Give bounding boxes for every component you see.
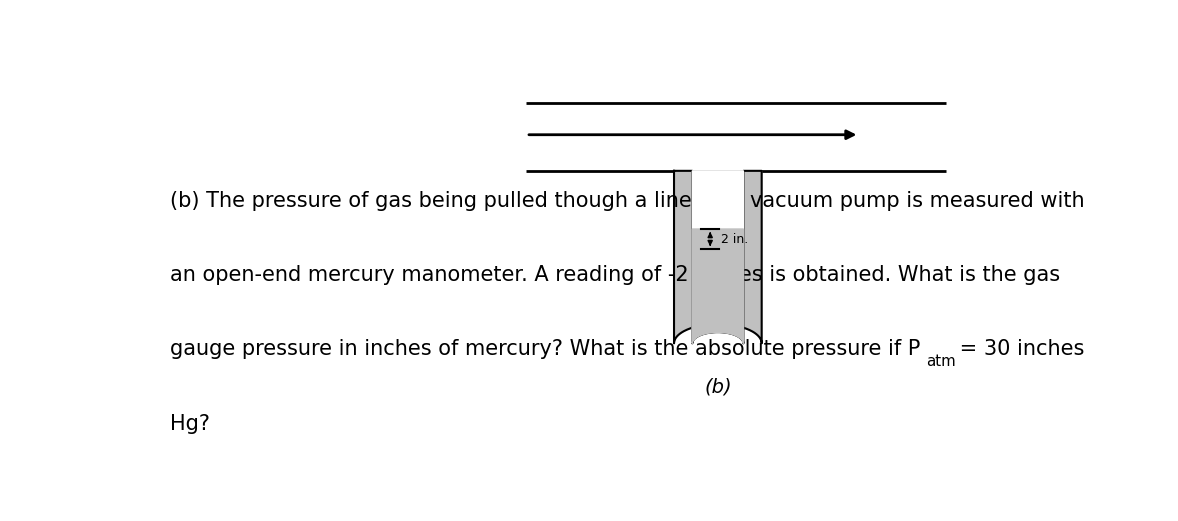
Text: atm: atm bbox=[926, 354, 955, 369]
Polygon shape bbox=[693, 229, 743, 343]
Text: 2 in.: 2 in. bbox=[721, 232, 748, 245]
Text: gauge pressure in inches of mercury? What is the absolute pressure if P: gauge pressure in inches of mercury? Wha… bbox=[170, 339, 920, 359]
Text: = 30 inches: = 30 inches bbox=[953, 339, 1085, 359]
Text: (b): (b) bbox=[704, 378, 732, 397]
Polygon shape bbox=[674, 171, 762, 343]
Text: (b) The pressure of gas being pulled though a line by a vacuum pump is measured : (b) The pressure of gas being pulled tho… bbox=[170, 191, 1085, 211]
Text: Hg?: Hg? bbox=[170, 414, 210, 433]
Text: an open-end mercury manometer. A reading of -2 inches is obtained. What is the g: an open-end mercury manometer. A reading… bbox=[170, 265, 1060, 285]
Polygon shape bbox=[693, 171, 743, 343]
